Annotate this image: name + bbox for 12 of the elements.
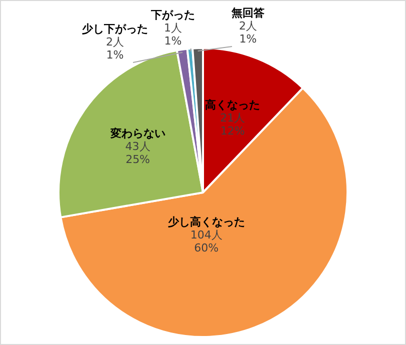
slice-label: 下がった [150, 8, 195, 22]
slice-label: 変わらない [109, 126, 166, 140]
data-label: 2人 1% [239, 19, 257, 46]
data-label: 21人 12% [220, 112, 246, 138]
slice-label: 高くなった [205, 98, 260, 112]
data-label: 43人 25% [125, 140, 150, 166]
slice-label: 無回答 [230, 6, 266, 20]
slice-label: 少し下がった [81, 22, 148, 36]
data-label: 2人 1% [106, 35, 124, 62]
data-label: 1人 1% [164, 21, 182, 48]
data-label: 104人 60% [190, 228, 222, 255]
slice-label: 少し高くなった [166, 216, 245, 229]
